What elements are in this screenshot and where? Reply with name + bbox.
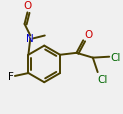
Text: Cl: Cl: [110, 52, 121, 62]
Text: F: F: [8, 71, 14, 81]
Text: O: O: [23, 1, 32, 11]
Text: Cl: Cl: [98, 74, 108, 84]
Text: O: O: [84, 30, 92, 40]
Text: N: N: [26, 34, 34, 44]
